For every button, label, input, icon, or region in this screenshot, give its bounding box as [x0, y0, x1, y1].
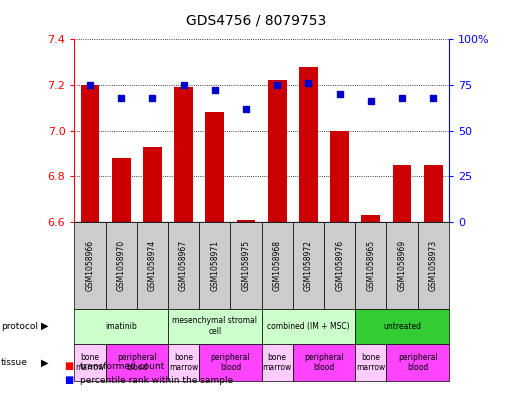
Text: bone
marrow: bone marrow [75, 353, 105, 372]
Bar [236, 220, 255, 222]
Bar [362, 215, 380, 222]
Text: GSM1058967: GSM1058967 [179, 240, 188, 291]
Bar [81, 85, 100, 222]
Text: GSM1058975: GSM1058975 [242, 240, 250, 291]
Bar [299, 67, 318, 222]
Text: ▶: ▶ [42, 321, 49, 331]
Text: GSM1058976: GSM1058976 [335, 240, 344, 291]
Text: ■: ■ [64, 361, 73, 371]
Bar [392, 165, 411, 222]
Text: bone
marrow: bone marrow [356, 353, 385, 372]
Text: imatinib: imatinib [105, 322, 137, 331]
Text: GSM1058965: GSM1058965 [366, 240, 376, 291]
Text: GSM1058966: GSM1058966 [86, 240, 94, 291]
Bar [268, 81, 287, 222]
Text: bone
marrow: bone marrow [263, 353, 292, 372]
Text: GSM1058972: GSM1058972 [304, 240, 313, 291]
Text: ▶: ▶ [42, 358, 49, 367]
Bar [330, 131, 349, 222]
Text: GDS4756 / 8079753: GDS4756 / 8079753 [186, 14, 327, 28]
Bar [424, 165, 443, 222]
Text: peripheral
blood: peripheral blood [211, 353, 250, 372]
Bar [143, 147, 162, 222]
Bar [205, 112, 224, 222]
Text: GSM1058968: GSM1058968 [273, 240, 282, 291]
Text: GSM1058971: GSM1058971 [210, 240, 220, 291]
Text: tissue: tissue [1, 358, 28, 367]
Text: GSM1058973: GSM1058973 [429, 240, 438, 291]
Text: peripheral
blood: peripheral blood [398, 353, 438, 372]
Text: untreated: untreated [383, 322, 421, 331]
Text: mesenchymal stromal
cell: mesenchymal stromal cell [172, 316, 258, 336]
Text: ■: ■ [64, 375, 73, 386]
Text: peripheral
blood: peripheral blood [304, 353, 344, 372]
Text: GSM1058974: GSM1058974 [148, 240, 157, 291]
Text: GSM1058970: GSM1058970 [116, 240, 126, 291]
Bar [112, 158, 130, 222]
Text: combined (IM + MSC): combined (IM + MSC) [267, 322, 350, 331]
Text: percentile rank within the sample: percentile rank within the sample [80, 376, 232, 385]
Text: bone
marrow: bone marrow [169, 353, 198, 372]
Text: transformed count: transformed count [80, 362, 164, 371]
Text: peripheral
blood: peripheral blood [117, 353, 156, 372]
Bar [174, 87, 193, 222]
Text: GSM1058969: GSM1058969 [398, 240, 407, 291]
Text: protocol: protocol [1, 322, 38, 331]
